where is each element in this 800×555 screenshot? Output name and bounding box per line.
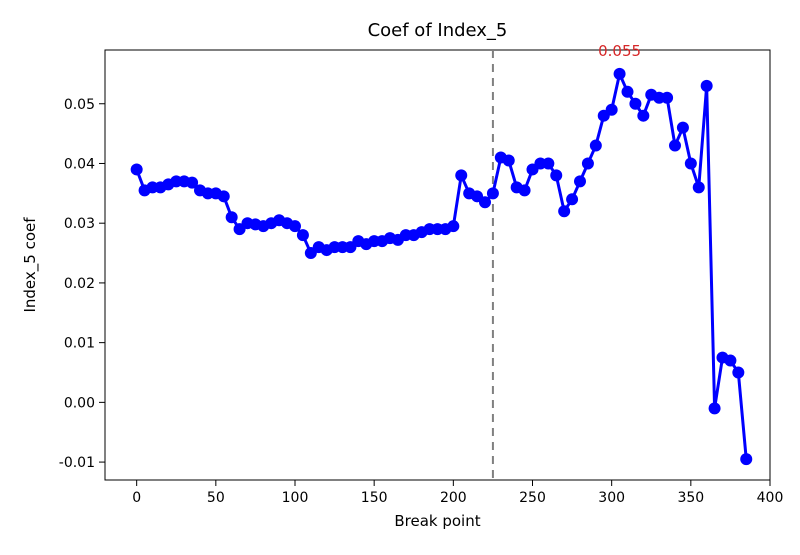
chart-title: Coef of Index_5 [368,20,508,41]
series-marker [622,86,634,98]
series-marker [487,187,499,199]
series-marker [226,211,238,223]
series-marker [614,68,626,80]
series-marker [637,110,649,122]
series-marker [724,355,736,367]
series-marker [519,184,531,196]
series-marker [677,122,689,134]
y-tick-label: 0.04 [64,156,95,172]
series-marker [131,163,143,175]
series-marker [558,205,570,217]
series-marker [542,157,554,169]
x-tick-label: 50 [207,490,225,506]
series-marker [582,157,594,169]
chart-container: 0 50 100 150 200 250 300 350 400 -0.01 0.00 0.01 0.0… [0,0,800,555]
series-marker [289,220,301,232]
series-marker [574,175,586,187]
series-marker [447,220,459,232]
y-tick-label: 0.00 [64,395,95,411]
series-marker [701,80,713,92]
series-marker [732,367,744,379]
y-tick-label: -0.01 [59,455,95,471]
y-tick-label: 0.01 [64,336,95,352]
y-tick-label: 0.02 [64,276,95,292]
series-marker [218,190,230,202]
x-axis-label: Break point [394,512,480,530]
x-tick-label: 250 [519,490,546,506]
series-marker [669,140,681,152]
series-marker [297,229,309,241]
x-tick-label: 200 [440,490,467,506]
x-tick-label: 350 [677,490,704,506]
peak-annotation: 0.055 [598,42,641,60]
series-marker [693,181,705,193]
x-tick-label: 0 [132,490,141,506]
y-axis-label: Index_5 coef [21,217,40,313]
x-tick-label: 400 [757,490,784,506]
y-tick-label: 0.05 [64,97,95,113]
series-marker [550,169,562,181]
y-tick-label: 0.03 [64,216,95,232]
series-marker [661,92,673,104]
series-marker [709,402,721,414]
x-tick-label: 150 [361,490,388,506]
series-marker [606,104,618,116]
series-marker [455,169,467,181]
series-marker [685,157,697,169]
series-marker [629,98,641,110]
series-marker [503,154,515,166]
x-tick-label: 100 [282,490,309,506]
series-marker [479,196,491,208]
chart-svg: 0 50 100 150 200 250 300 350 400 -0.01 0.00 0.01 0.0… [0,0,800,555]
series-marker [740,453,752,465]
x-tick-label: 300 [598,490,625,506]
series-marker [566,193,578,205]
series-marker [590,140,602,152]
